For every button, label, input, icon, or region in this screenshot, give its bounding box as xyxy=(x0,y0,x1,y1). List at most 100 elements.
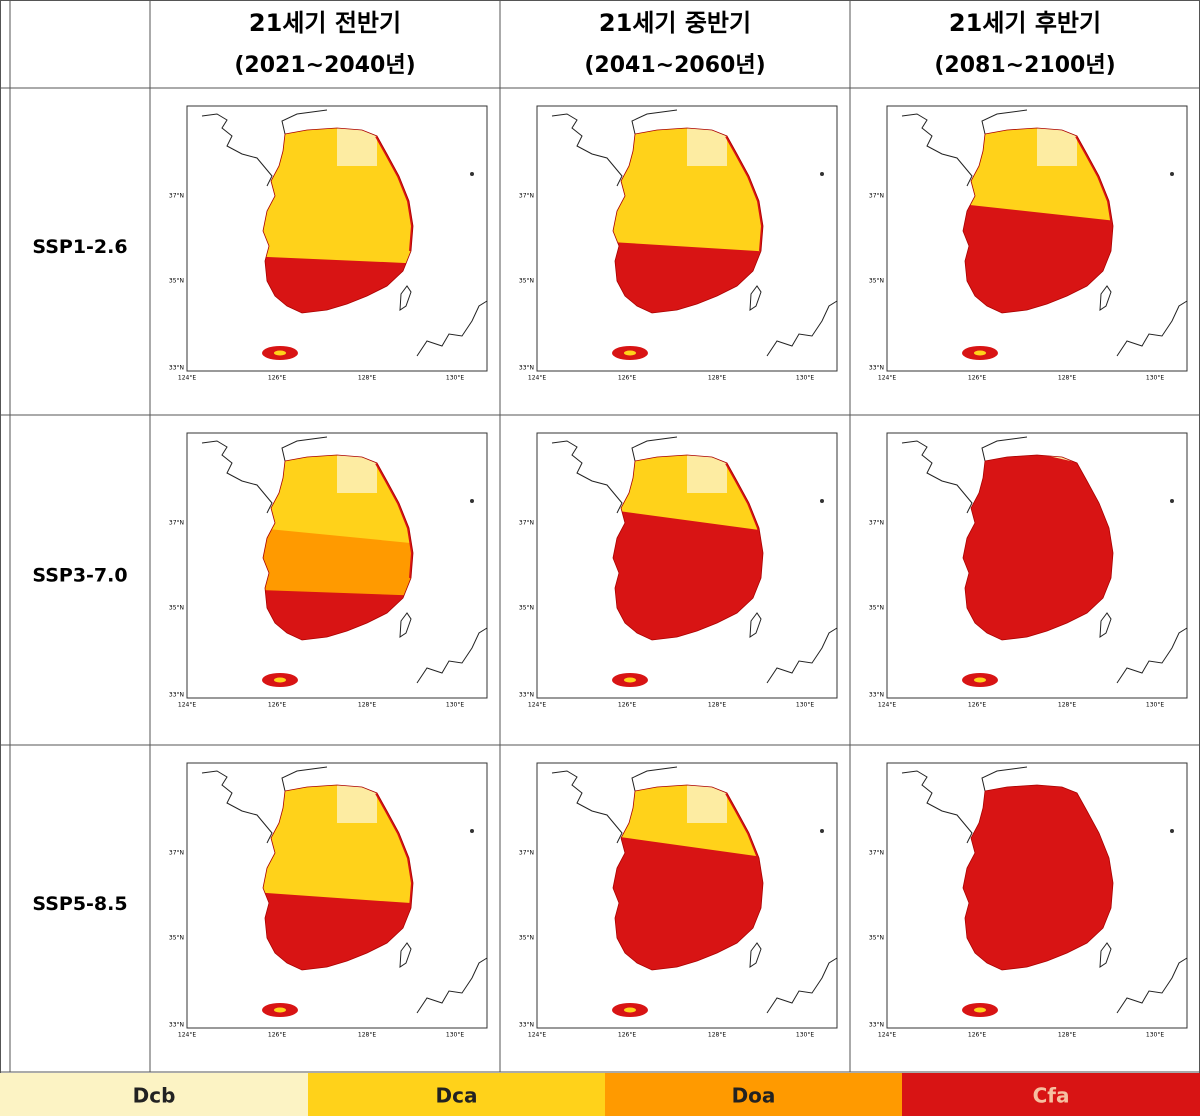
lon-label: 130°E xyxy=(446,1032,464,1039)
column-title: 21세기 후반기 xyxy=(949,9,1101,37)
column-title: 21세기 전반기 xyxy=(249,9,401,37)
row-label: SSP3-7.0 xyxy=(32,565,127,587)
column-period: (2041~2060년) xyxy=(584,53,765,78)
lat-label: 35°N xyxy=(519,605,534,612)
lon-label: 130°E xyxy=(1146,702,1164,709)
land-outline xyxy=(612,454,764,641)
coastline xyxy=(551,766,678,844)
lon-label: 128°E xyxy=(1058,1032,1076,1039)
map: 37°N 35°N 33°N 124°E 126°E 128°E 130°E xyxy=(169,762,488,1039)
lon-label: 126°E xyxy=(968,1032,986,1039)
lat-label: 37°N xyxy=(869,193,884,200)
legend-swatch xyxy=(605,1073,902,1116)
lat-label: 33°N xyxy=(869,1022,884,1029)
jeju-peak xyxy=(274,677,286,683)
lat-label: 37°N xyxy=(869,850,884,857)
island xyxy=(820,829,824,833)
column-period: (2021~2040년) xyxy=(234,53,415,78)
lon-label: 126°E xyxy=(618,375,636,382)
zone-dcb xyxy=(687,128,727,166)
map: 37°N 35°N 33°N 124°E 126°E 128°E 130°E xyxy=(519,432,838,709)
island xyxy=(399,942,412,968)
column-title: 21세기 중반기 xyxy=(599,9,751,37)
lat-label: 37°N xyxy=(869,520,884,527)
map: 37°N 35°N 33°N 124°E 126°E 128°E 130°E xyxy=(519,105,838,382)
map: 37°N 35°N 33°N 124°E 126°E 128°E 130°E xyxy=(169,432,488,709)
lon-label: 126°E xyxy=(968,375,986,382)
island xyxy=(1170,829,1174,833)
lat-label: 33°N xyxy=(169,692,184,699)
lat-label: 33°N xyxy=(519,365,534,372)
zone-dcb xyxy=(337,785,377,823)
zone-dcb xyxy=(337,455,377,493)
land-outline xyxy=(612,127,764,314)
land-outline xyxy=(262,784,414,971)
lon-label: 128°E xyxy=(358,375,376,382)
lon-label: 130°E xyxy=(1146,375,1164,382)
lat-label: 37°N xyxy=(519,520,534,527)
legend-swatch xyxy=(902,1073,1200,1116)
island xyxy=(1170,499,1174,503)
lat-label: 37°N xyxy=(519,193,534,200)
lon-label: 126°E xyxy=(618,702,636,709)
coastline xyxy=(416,627,488,684)
lon-label: 126°E xyxy=(268,1032,286,1039)
lon-label: 126°E xyxy=(618,1032,636,1039)
coastline xyxy=(201,436,328,514)
lon-label: 126°E xyxy=(268,375,286,382)
coastline xyxy=(201,109,328,187)
island xyxy=(1099,612,1112,638)
island xyxy=(399,285,412,311)
map: 37°N 35°N 33°N 124°E 126°E 128°E 130°E xyxy=(869,762,1188,1039)
lat-label: 37°N xyxy=(519,850,534,857)
lon-label: 128°E xyxy=(708,702,726,709)
island xyxy=(1170,172,1174,176)
coastline xyxy=(766,627,838,684)
lon-label: 128°E xyxy=(358,1032,376,1039)
coastline xyxy=(766,957,838,1014)
column-period: (2081~2100년) xyxy=(934,53,1115,78)
coastline xyxy=(1116,957,1188,1014)
row-label: SSP5-8.5 xyxy=(32,893,127,915)
lon-label: 126°E xyxy=(968,702,986,709)
lon-label: 130°E xyxy=(796,702,814,709)
land-outline xyxy=(262,454,414,641)
lat-label: 35°N xyxy=(519,278,534,285)
lon-label: 128°E xyxy=(708,1032,726,1039)
coastline xyxy=(551,436,678,514)
lat-label: 37°N xyxy=(169,850,184,857)
lon-label: 126°E xyxy=(268,702,286,709)
lon-label: 124°E xyxy=(178,702,196,709)
zone-dcb xyxy=(687,785,727,823)
lon-label: 130°E xyxy=(796,375,814,382)
lon-label: 130°E xyxy=(1146,1032,1164,1039)
lat-label: 33°N xyxy=(519,692,534,699)
legend-label: Cfa xyxy=(1033,1084,1070,1108)
lat-label: 37°N xyxy=(169,193,184,200)
lon-label: 124°E xyxy=(528,702,546,709)
lon-label: 124°E xyxy=(878,375,896,382)
lat-label: 33°N xyxy=(519,1022,534,1029)
legend-label: Doa xyxy=(732,1084,776,1108)
lon-label: 124°E xyxy=(878,1032,896,1039)
coastline xyxy=(416,957,488,1014)
land-outline xyxy=(962,127,1114,314)
lat-label: 35°N xyxy=(869,278,884,285)
jeju-peak xyxy=(624,1007,636,1013)
jeju-peak xyxy=(624,350,636,356)
legend-label: Dcb xyxy=(133,1084,176,1108)
lat-label: 33°N xyxy=(869,365,884,372)
legend-label: Dca xyxy=(436,1084,478,1108)
coastline xyxy=(201,766,328,844)
lat-label: 33°N xyxy=(169,1022,184,1029)
jeju-peak xyxy=(274,1007,286,1013)
lon-label: 128°E xyxy=(708,375,726,382)
coastline xyxy=(901,109,1028,187)
land-outline xyxy=(962,454,1114,641)
jeju-peak xyxy=(974,350,986,356)
coastline xyxy=(416,300,488,357)
island xyxy=(749,942,762,968)
map: 37°N 35°N 33°N 124°E 126°E 128°E 130°E xyxy=(169,105,488,382)
lon-label: 128°E xyxy=(1058,702,1076,709)
